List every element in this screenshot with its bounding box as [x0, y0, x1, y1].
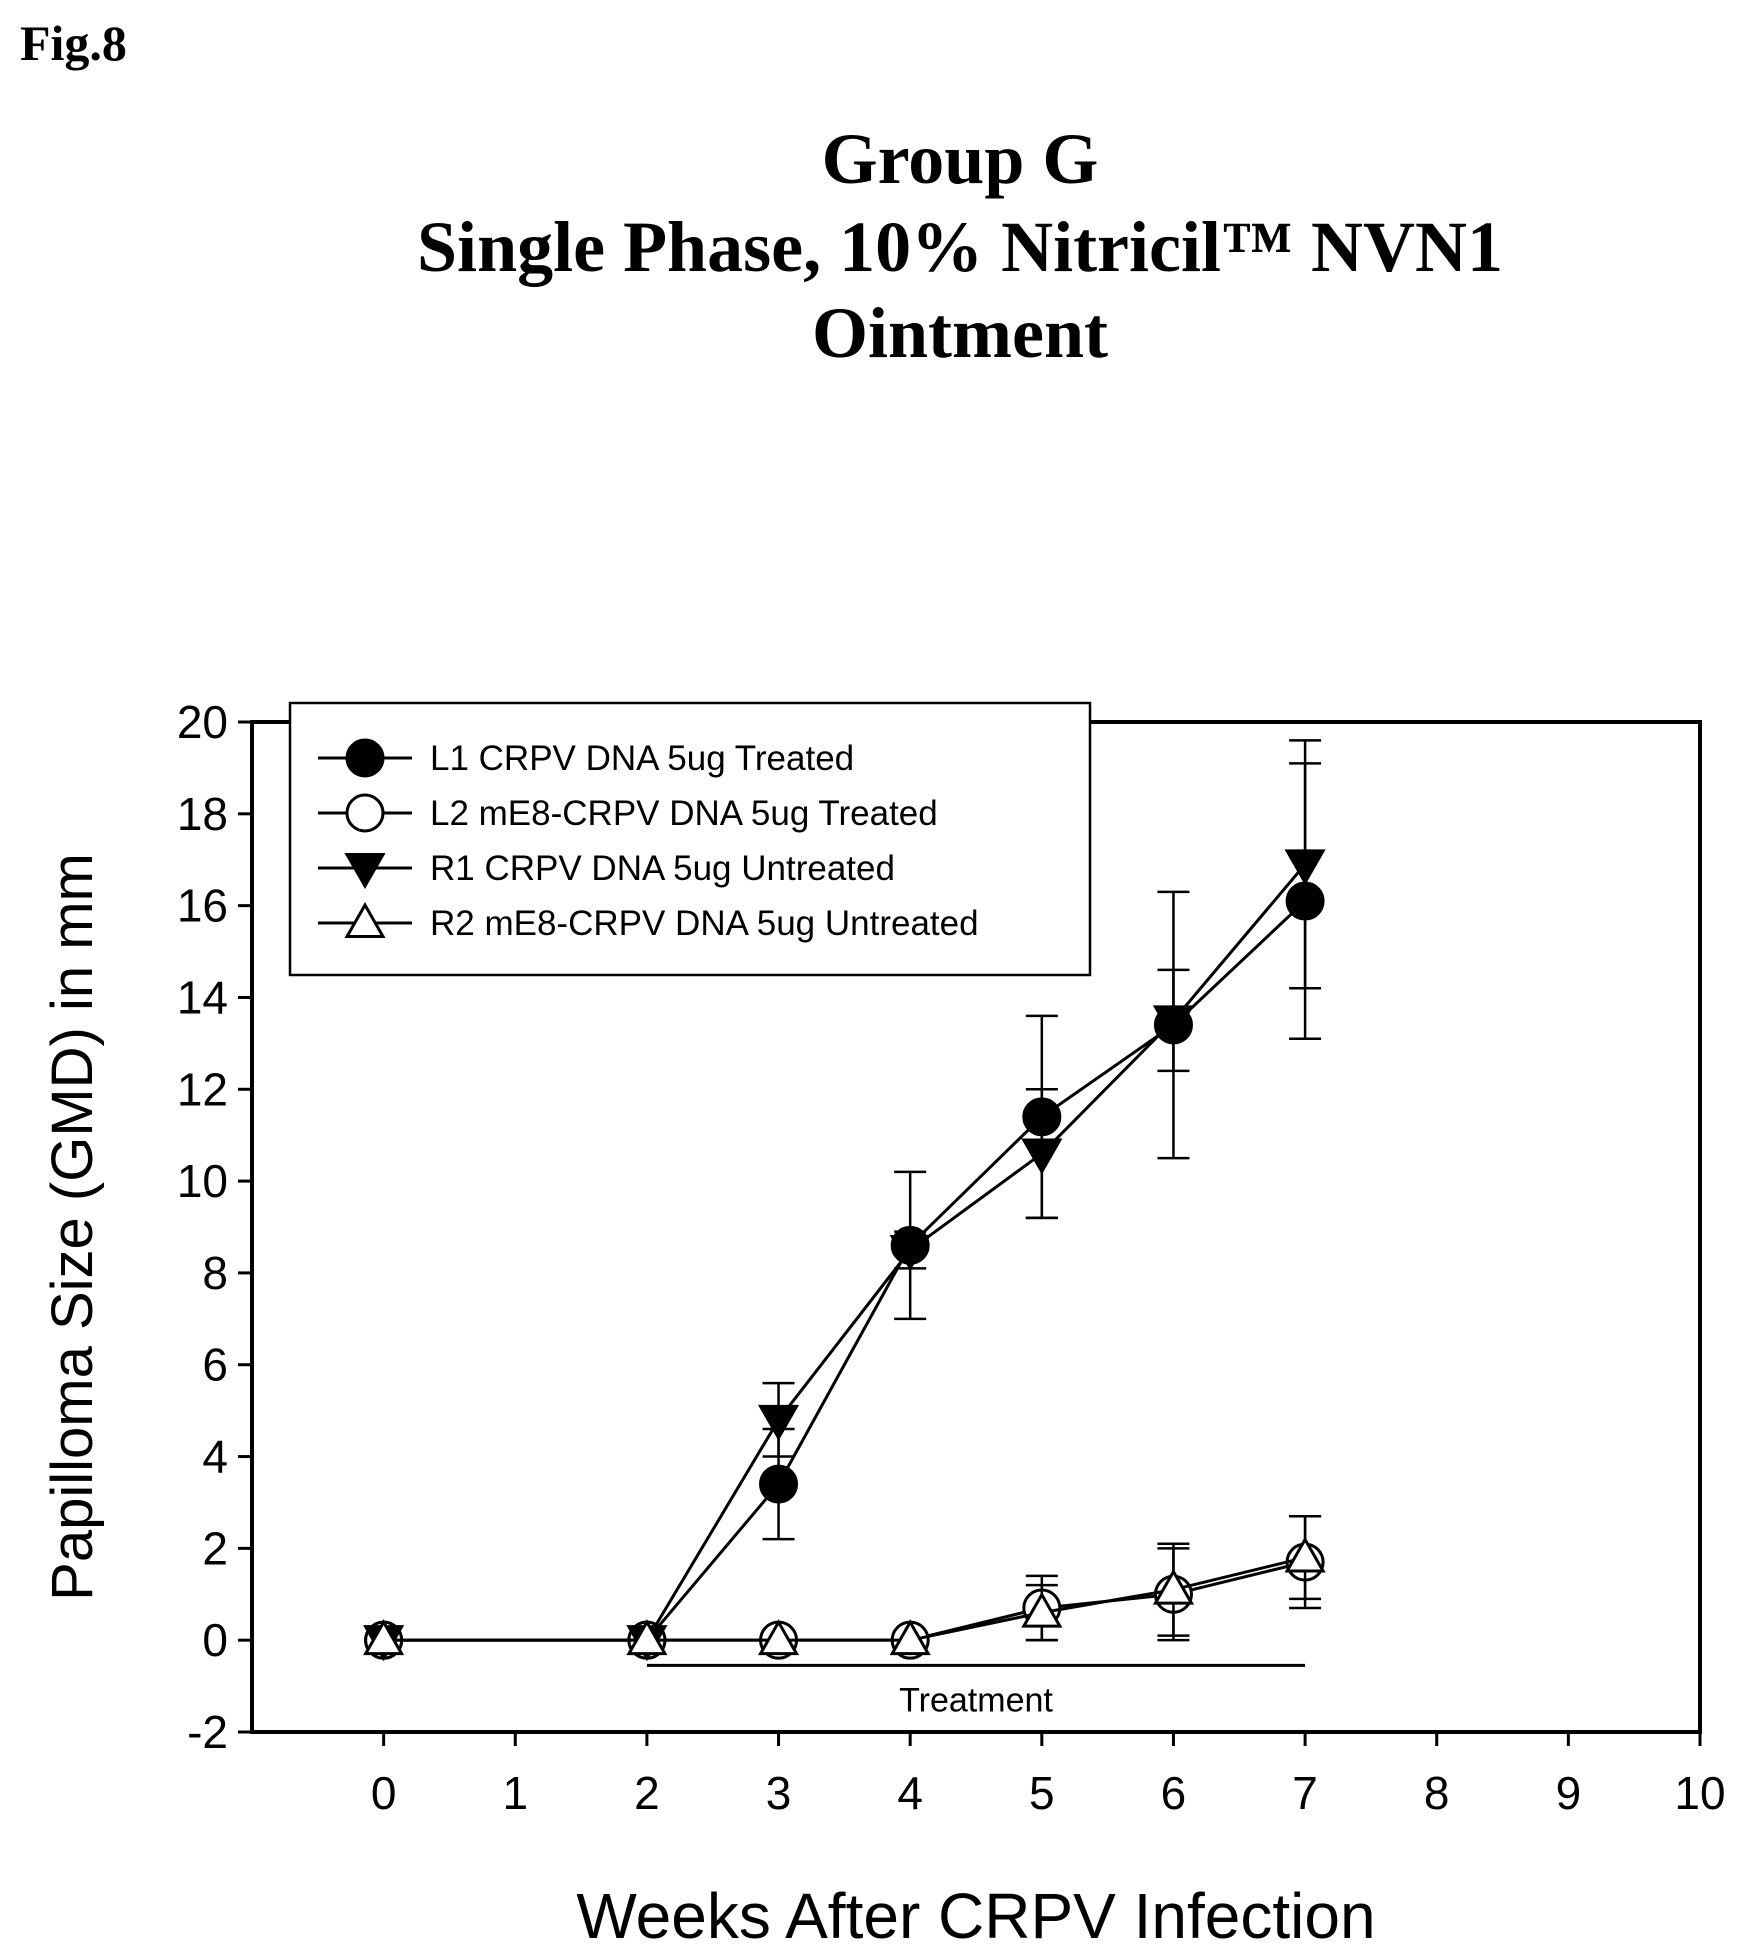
- x-tick-label: 4: [897, 1767, 923, 1819]
- data-point: [1284, 849, 1326, 886]
- y-tick-label: 10: [177, 1155, 228, 1207]
- y-tick-label: 14: [177, 971, 228, 1023]
- x-tick-label: 9: [1556, 1767, 1582, 1819]
- legend-marker: [345, 738, 385, 778]
- y-tick-label: -2: [187, 1706, 228, 1758]
- y-tick-label: 0: [202, 1614, 228, 1666]
- x-axis-title: Weeks After CRPV Infection: [576, 1880, 1375, 1952]
- y-tick-label: 4: [202, 1431, 228, 1483]
- data-point: [759, 1464, 799, 1504]
- data-series: [363, 739, 1326, 1662]
- data-point: [1152, 1568, 1195, 1605]
- y-tick-label: 18: [177, 788, 228, 840]
- data-point: [889, 1619, 931, 1656]
- legend-marker: [345, 793, 385, 833]
- y-axis-title: Papilloma Size (GMD) in mm: [40, 853, 105, 1601]
- series-4: [363, 1514, 1326, 1656]
- annotations: Treatment: [646, 1663, 1306, 1719]
- data-point: [757, 1619, 800, 1656]
- data-point: [889, 1234, 931, 1271]
- legend-marker: [344, 901, 386, 938]
- data-point: [1284, 1536, 1326, 1573]
- y-tick-label: 6: [202, 1339, 228, 1391]
- x-tick-label: 1: [502, 1767, 528, 1819]
- legend-label: R1 CRPV DNA 5ug Untreated: [430, 849, 895, 888]
- legend: L1 CRPV DNA 5ug Treated L2 mE8-CRPV DNA 5…: [288, 701, 1092, 977]
- data-point: [363, 1619, 405, 1656]
- treatment-label: Treatment: [899, 1681, 1053, 1719]
- x-tick-label: 5: [1029, 1767, 1055, 1819]
- data-point: [1152, 1005, 1195, 1042]
- series-line: [383, 863, 1307, 1642]
- y-tick-label: 12: [177, 1063, 228, 1115]
- legend-label: L1 CRPV DNA 5ug Treated: [430, 739, 854, 778]
- legend-label: R2 mE8-CRPV DNA 5ug Untreated: [430, 904, 979, 943]
- x-tick-label: 7: [1292, 1767, 1318, 1819]
- chart-title-line-2: Single Phase, 10% Nitricil™ NVN1: [417, 207, 1503, 287]
- x-tick-label: 0: [371, 1767, 397, 1819]
- x-tick-label: 6: [1161, 1767, 1187, 1819]
- x-tick-label: 8: [1424, 1767, 1450, 1819]
- y-tick-label: 20: [177, 696, 228, 748]
- y-tick-label: 16: [177, 880, 228, 932]
- figure-label: Fig.8: [20, 15, 127, 71]
- chart-title-line-3: Ointment: [812, 293, 1108, 373]
- x-tick-label: 2: [634, 1767, 660, 1819]
- data-point: [1021, 1138, 1063, 1175]
- y-tick-label: 8: [202, 1247, 228, 1299]
- legend-marker: [344, 853, 386, 890]
- legend-label: L2 mE8-CRPV DNA 5ug Treated: [430, 794, 938, 833]
- x-tick-label: 3: [766, 1767, 792, 1819]
- chart-title-line-1: Group G: [821, 119, 1099, 199]
- y-tick-label: 2: [202, 1522, 228, 1574]
- legend-box: [288, 701, 1092, 977]
- data-point: [1021, 1591, 1063, 1628]
- data-point: [626, 1619, 668, 1656]
- x-tick-label: 10: [1674, 1767, 1725, 1819]
- data-point: [757, 1404, 800, 1441]
